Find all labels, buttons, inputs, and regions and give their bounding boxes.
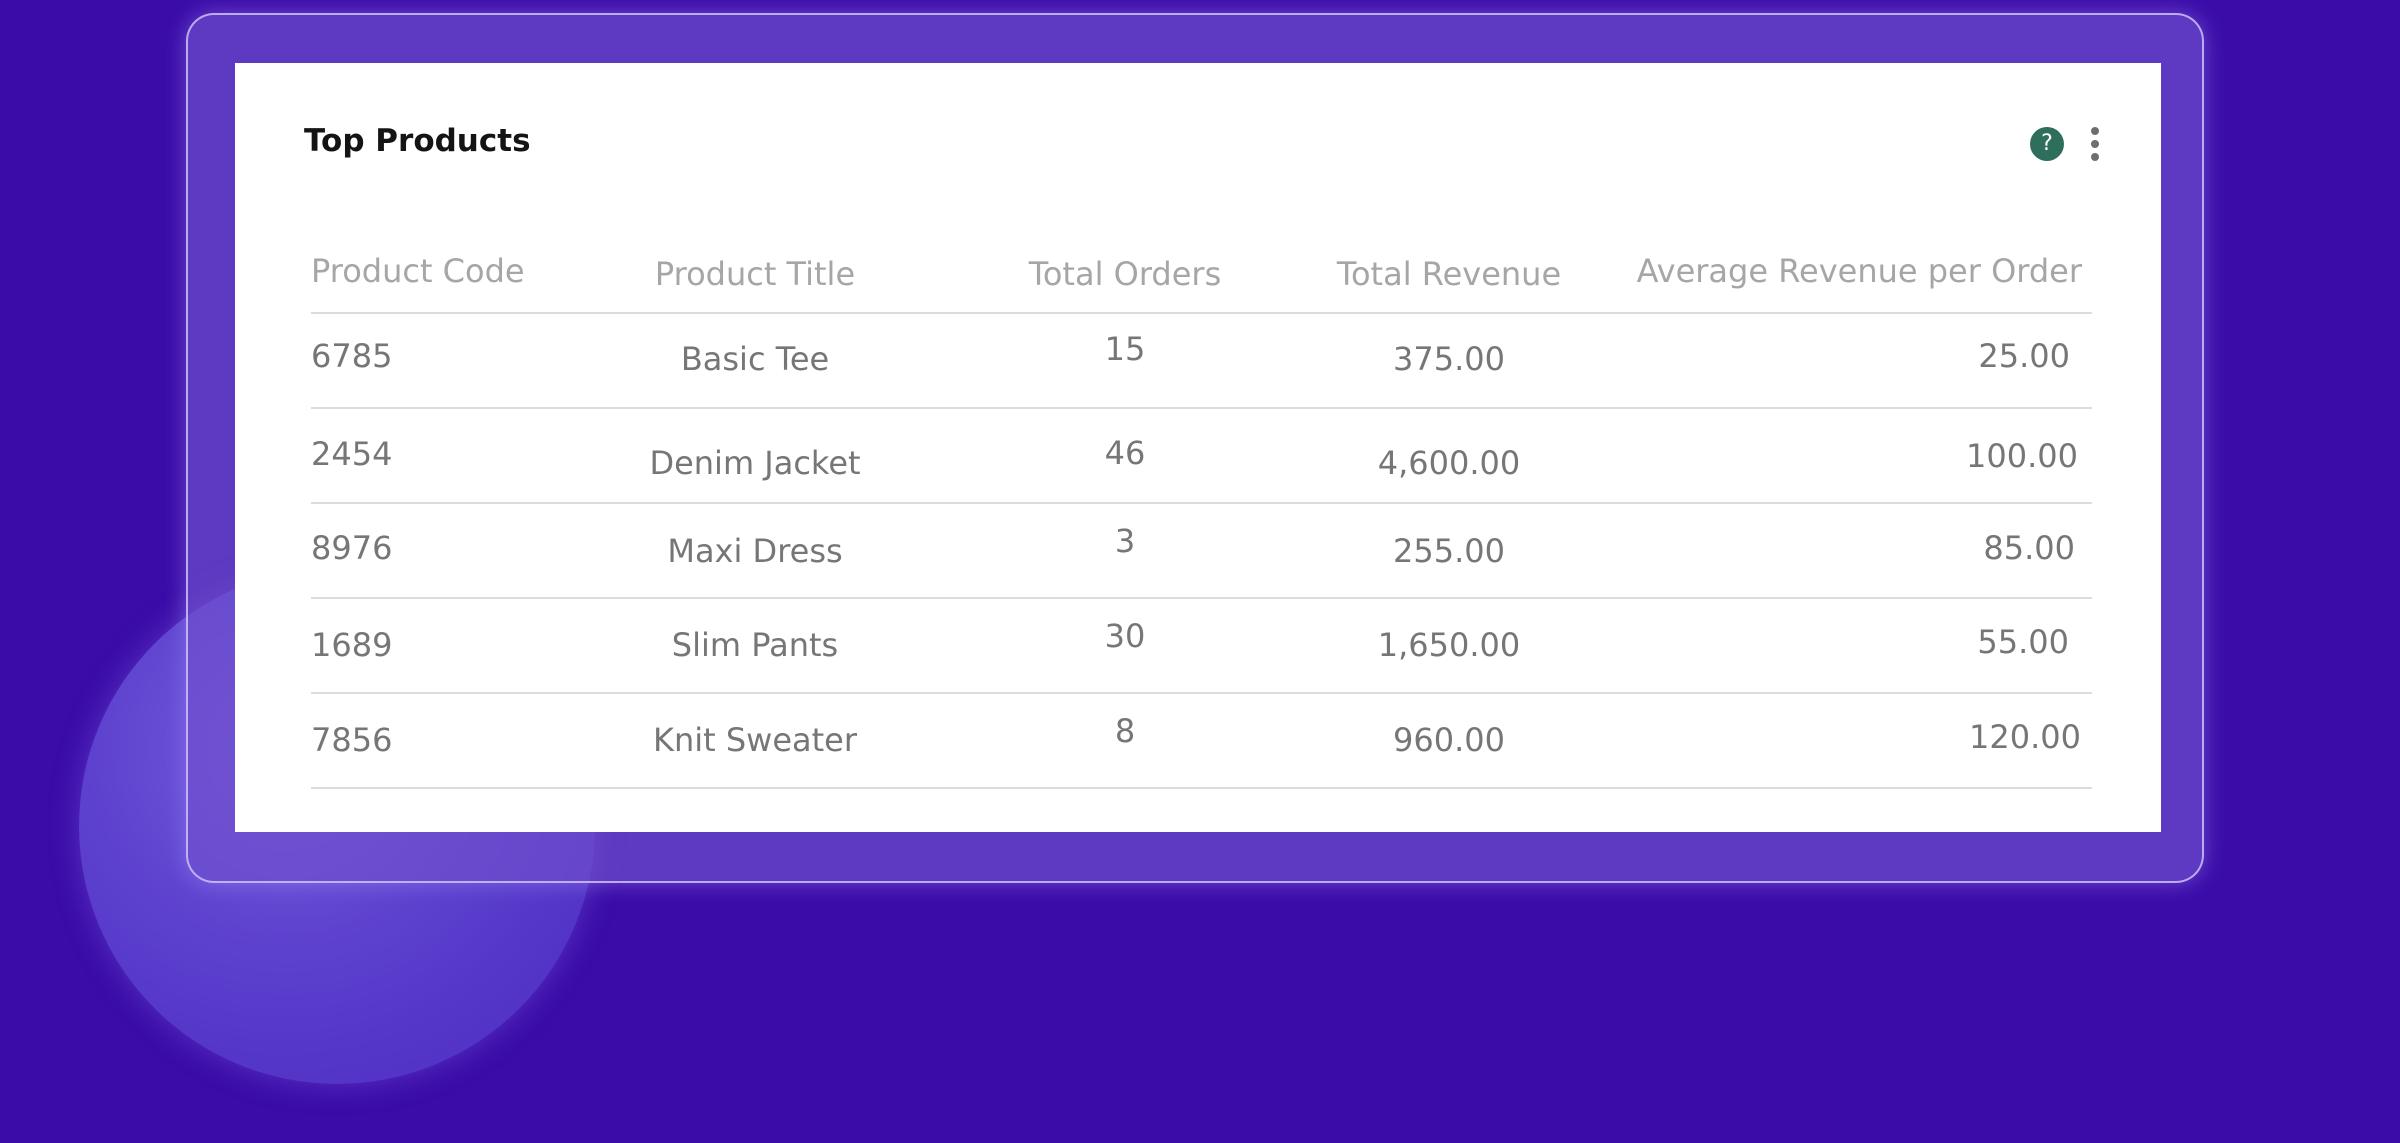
total-revenue-cell: 1,650.00 bbox=[1377, 626, 1521, 664]
average-revenue-cell: 55.00 bbox=[1977, 623, 2069, 661]
table-row[interactable]: 6785 Basic Tee 15 375.00 25.00 bbox=[311, 314, 2092, 409]
help-icon[interactable]: ? bbox=[2030, 127, 2064, 161]
total-orders-cell: 3 bbox=[1114, 522, 1136, 560]
product-code-cell: 7856 bbox=[311, 721, 393, 759]
more-dot bbox=[2091, 153, 2099, 161]
product-title-cell: Denim Jacket bbox=[649, 444, 861, 482]
average-revenue-cell: 25.00 bbox=[1978, 337, 2070, 375]
column-header-product-code[interactable]: Product Code bbox=[311, 252, 525, 290]
column-header-total-revenue[interactable]: Total Revenue bbox=[1336, 255, 1562, 293]
table-row[interactable]: 2454 Denim Jacket 46 4,600.00 100.00 bbox=[311, 409, 2092, 504]
total-revenue-cell: 255.00 bbox=[1393, 532, 1505, 570]
product-title-cell: Knit Sweater bbox=[652, 721, 858, 759]
product-code-cell: 1689 bbox=[311, 626, 393, 664]
more-dot bbox=[2091, 140, 2099, 148]
product-title-cell: Slim Pants bbox=[671, 626, 839, 664]
product-title-cell: Maxi Dress bbox=[667, 532, 843, 570]
table-row[interactable]: 8976 Maxi Dress 3 255.00 85.00 bbox=[311, 504, 2092, 599]
column-header-average-revenue[interactable]: Average Revenue per Order bbox=[1636, 252, 2082, 290]
product-code-cell: 2454 bbox=[311, 435, 393, 473]
total-revenue-cell: 4,600.00 bbox=[1377, 444, 1521, 482]
total-revenue-cell: 960.00 bbox=[1393, 721, 1505, 759]
total-orders-cell: 30 bbox=[1104, 617, 1146, 655]
more-dot bbox=[2091, 127, 2099, 135]
average-revenue-cell: 85.00 bbox=[1983, 529, 2075, 567]
total-orders-cell: 15 bbox=[1104, 330, 1146, 368]
more-options-icon[interactable] bbox=[2085, 127, 2105, 161]
card-title: Top Products bbox=[304, 123, 531, 159]
total-revenue-cell: 375.00 bbox=[1393, 340, 1505, 378]
table-row[interactable]: 1689 Slim Pants 30 1,650.00 55.00 bbox=[311, 599, 2092, 694]
total-orders-cell: 8 bbox=[1114, 712, 1136, 750]
top-products-card: Top Products ? Product Code Product Titl… bbox=[235, 63, 2161, 832]
table-row[interactable]: 7856 Knit Sweater 8 960.00 120.00 bbox=[311, 694, 2092, 789]
total-orders-cell: 46 bbox=[1104, 434, 1146, 472]
column-header-total-orders[interactable]: Total Orders bbox=[1028, 255, 1222, 293]
column-header-product-title[interactable]: Product Title bbox=[654, 255, 856, 293]
product-code-cell: 8976 bbox=[311, 529, 393, 567]
product-title-cell: Basic Tee bbox=[680, 340, 830, 378]
table-header-row: Product Code Product Title Total Orders … bbox=[311, 183, 2092, 314]
products-table: Product Code Product Title Total Orders … bbox=[311, 223, 2092, 789]
average-revenue-cell: 100.00 bbox=[1966, 437, 2078, 475]
average-revenue-cell: 120.00 bbox=[1969, 718, 2081, 756]
product-code-cell: 6785 bbox=[311, 337, 393, 375]
